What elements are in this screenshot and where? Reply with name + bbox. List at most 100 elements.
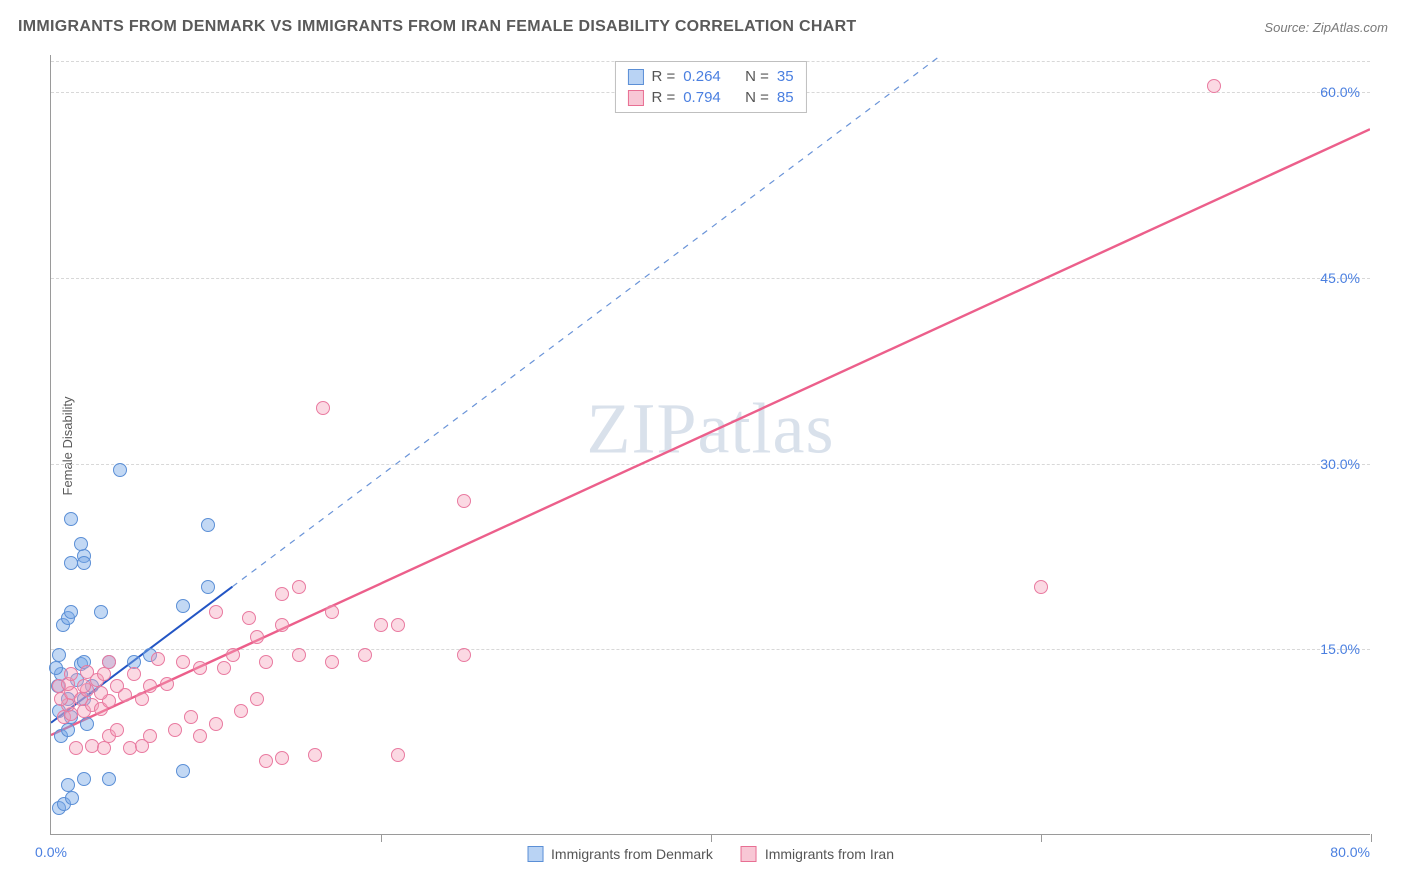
data-point-iran bbox=[259, 655, 273, 669]
data-point-denmark bbox=[80, 717, 94, 731]
x-tick bbox=[1371, 834, 1372, 842]
data-point-denmark bbox=[94, 605, 108, 619]
n-value: 35 bbox=[777, 68, 794, 85]
data-point-iran bbox=[135, 692, 149, 706]
gridline bbox=[51, 649, 1370, 650]
data-point-iran bbox=[391, 618, 405, 632]
watermark: ZIPatlas bbox=[587, 387, 835, 470]
data-point-iran bbox=[250, 630, 264, 644]
swatch-iran bbox=[627, 90, 643, 106]
r-label: R = bbox=[651, 68, 675, 85]
data-point-denmark bbox=[176, 764, 190, 778]
data-point-iran bbox=[250, 692, 264, 706]
legend-item-iran: Immigrants from Iran bbox=[741, 846, 894, 862]
legend-item-denmark: Immigrants from Denmark bbox=[527, 846, 713, 862]
data-point-iran bbox=[209, 605, 223, 619]
data-point-iran bbox=[193, 661, 207, 675]
r-value: 0.794 bbox=[683, 89, 721, 106]
data-point-denmark bbox=[102, 772, 116, 786]
legend-label: Immigrants from Iran bbox=[765, 846, 894, 862]
data-point-iran bbox=[97, 741, 111, 755]
legend: Immigrants from Denmark Immigrants from … bbox=[527, 846, 894, 862]
data-point-denmark bbox=[52, 648, 66, 662]
x-tick bbox=[1041, 834, 1042, 842]
swatch-denmark bbox=[527, 846, 543, 862]
trend-lines bbox=[51, 55, 1370, 834]
source: Source: ZipAtlas.com bbox=[1264, 20, 1388, 35]
data-point-iran bbox=[64, 667, 78, 681]
header: IMMIGRANTS FROM DENMARK VS IMMIGRANTS FR… bbox=[18, 18, 1388, 36]
gridline bbox=[51, 278, 1370, 279]
trend-line bbox=[232, 55, 1089, 587]
data-point-iran bbox=[102, 655, 116, 669]
data-point-denmark bbox=[74, 537, 88, 551]
data-point-iran bbox=[176, 655, 190, 669]
trend-line bbox=[51, 129, 1370, 735]
data-point-iran bbox=[292, 648, 306, 662]
data-point-iran bbox=[391, 748, 405, 762]
data-point-iran bbox=[226, 648, 240, 662]
data-point-iran bbox=[69, 741, 83, 755]
chart-title: IMMIGRANTS FROM DENMARK VS IMMIGRANTS FR… bbox=[18, 18, 857, 36]
legend-label: Immigrants from Denmark bbox=[551, 846, 713, 862]
data-point-iran bbox=[292, 580, 306, 594]
source-value: ZipAtlas.com bbox=[1313, 20, 1388, 35]
data-point-iran bbox=[143, 679, 157, 693]
stats-row-denmark: R = 0.264 N = 35 bbox=[623, 66, 797, 87]
data-point-iran bbox=[97, 667, 111, 681]
data-point-iran bbox=[325, 655, 339, 669]
data-point-iran bbox=[110, 723, 124, 737]
data-point-denmark bbox=[65, 791, 79, 805]
data-point-iran bbox=[358, 648, 372, 662]
x-tick bbox=[711, 834, 712, 842]
plot-area: ZIPatlas 15.0% 30.0% 45.0% 60.0% R = 0.264 … bbox=[50, 55, 1370, 835]
n-label: N = bbox=[745, 68, 769, 85]
swatch-iran bbox=[741, 846, 757, 862]
data-point-iran bbox=[234, 704, 248, 718]
data-point-denmark bbox=[61, 778, 75, 792]
y-tick-label: 60.0% bbox=[1320, 84, 1360, 100]
x-label-max: 80.0% bbox=[1330, 844, 1370, 860]
data-point-iran bbox=[209, 717, 223, 731]
data-point-iran bbox=[457, 648, 471, 662]
data-point-iran bbox=[160, 677, 174, 691]
r-label: R = bbox=[651, 89, 675, 106]
data-point-iran bbox=[193, 729, 207, 743]
data-point-iran bbox=[94, 686, 108, 700]
stats-box: R = 0.264 N = 35 R = 0.794 N = 85 bbox=[614, 61, 806, 113]
y-tick-label: 30.0% bbox=[1320, 456, 1360, 472]
data-point-iran bbox=[168, 723, 182, 737]
data-point-denmark bbox=[64, 556, 78, 570]
x-label-min: 0.0% bbox=[35, 844, 67, 860]
data-point-iran bbox=[110, 679, 124, 693]
data-point-iran bbox=[151, 652, 165, 666]
data-point-iran bbox=[275, 587, 289, 601]
source-label: Source: bbox=[1264, 20, 1309, 35]
data-point-iran bbox=[259, 754, 273, 768]
data-point-iran bbox=[275, 751, 289, 765]
data-point-denmark bbox=[201, 580, 215, 594]
data-point-denmark bbox=[77, 556, 91, 570]
data-point-iran bbox=[77, 679, 91, 693]
r-value: 0.264 bbox=[683, 68, 721, 85]
n-value: 85 bbox=[777, 89, 794, 106]
data-point-denmark bbox=[49, 661, 63, 675]
data-point-denmark bbox=[176, 599, 190, 613]
data-point-denmark bbox=[77, 772, 91, 786]
data-point-iran bbox=[217, 661, 231, 675]
watermark-zip: ZIP bbox=[587, 388, 698, 468]
data-point-iran bbox=[1207, 79, 1221, 93]
data-point-iran bbox=[242, 611, 256, 625]
data-point-denmark bbox=[64, 512, 78, 526]
data-point-iran bbox=[184, 710, 198, 724]
data-point-iran bbox=[316, 401, 330, 415]
n-label: N = bbox=[745, 89, 769, 106]
data-point-iran bbox=[457, 494, 471, 508]
data-point-denmark bbox=[61, 723, 75, 737]
y-tick-label: 15.0% bbox=[1320, 641, 1360, 657]
data-point-iran bbox=[308, 748, 322, 762]
data-point-iran bbox=[325, 605, 339, 619]
data-point-iran bbox=[127, 667, 141, 681]
y-tick-label: 45.0% bbox=[1320, 270, 1360, 286]
swatch-denmark bbox=[627, 69, 643, 85]
